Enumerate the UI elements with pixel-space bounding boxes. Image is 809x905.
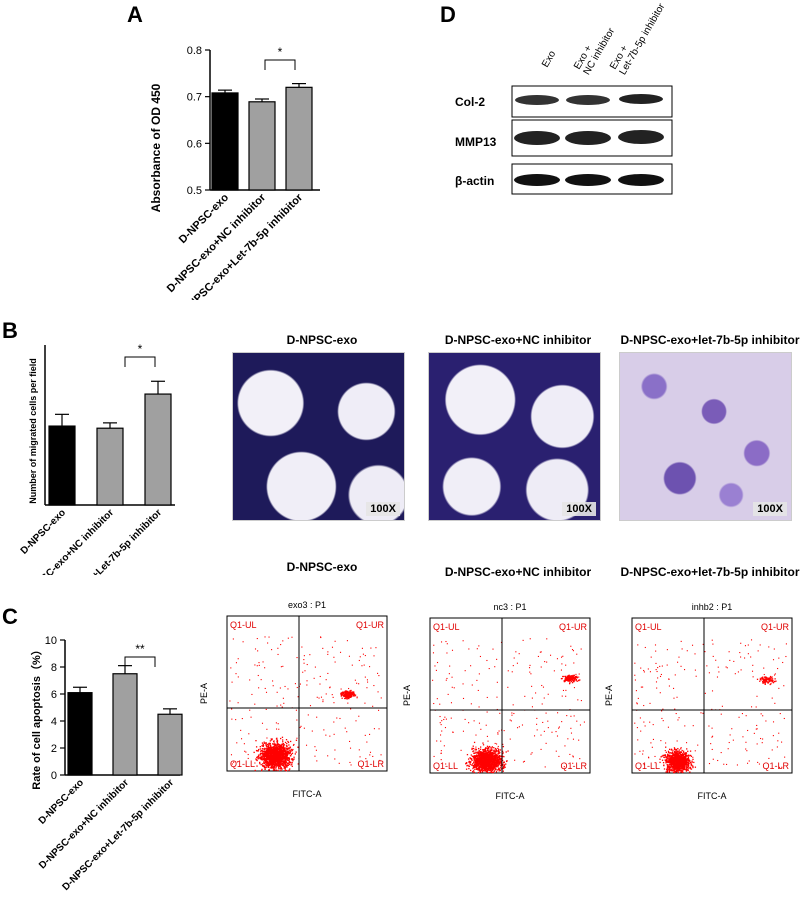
chart-b-sig-bracket <box>124 356 156 367</box>
flow-quadrant-1-1: Q1-UL <box>230 620 257 630</box>
chart-b-category-1: D-NPSC-exo <box>19 507 68 556</box>
chart-a: Absorbance of OD 450 0.5 0.6 0.7 0.8 D-NPSC… <box>149 45 320 300</box>
wb-label-col2: Col-2 <box>455 95 485 109</box>
panel-letter-d: D <box>440 2 456 27</box>
chart-c-ytick-label-1: 0 <box>51 770 57 782</box>
fc-title-2: D-NPSC-exo+NC inhibitor <box>444 565 592 579</box>
micro-title-3: D-NPSC-exo+let-7b-5p inhibitor <box>620 333 800 347</box>
flow-plot-3: inhb2 : P1 Q1-UL Q1-UR Q1-LL Q1-LR FITC-A PE-A <box>604 602 793 801</box>
flow-quadrant-3-3: Q1-LL <box>635 761 660 771</box>
fc-title-3: D-NPSC-exo+let-7b-5p inhibitor <box>620 565 800 579</box>
wb-lane-3: Exo + Let-7b-5p inhibitor <box>608 0 668 77</box>
micro-mag-2: 100X <box>562 502 596 516</box>
chart-c-ylabel: Rate of cell apoptosis（%） <box>30 644 43 789</box>
chart-c-ytick-label-6: 10 <box>45 635 57 647</box>
chart-c-ytick-label-3: 4 <box>51 716 57 728</box>
flow-quadrant-2-4: Q1-LR <box>560 761 587 771</box>
wb-lane-1: Exo <box>540 49 558 70</box>
flow-sample-label-2: nc3 : P1 <box>493 602 526 612</box>
micro-image-2: 100X <box>428 352 601 521</box>
wb-lane-3-line2: Let-7b-5p inhibitor <box>618 1 668 77</box>
flow-sample-label-1: exo3 : P1 <box>288 600 326 610</box>
chart-c-sig: ** <box>135 642 145 656</box>
chart-c-ytick-label-4: 6 <box>51 689 57 701</box>
chart-b: Number of migrated cells per field D-NPS… <box>19 342 175 575</box>
chart-c-sig-bracket <box>124 656 156 667</box>
western-blot: Exo Exo + NC inhibitor Exo + Let-7b-5p i… <box>455 0 673 195</box>
chart-c-bar-3 <box>157 713 183 776</box>
micro-mag-3: 100X <box>753 502 787 516</box>
flow-ylabel-1: PE-A <box>199 683 209 704</box>
flow-quadrant-2-3: Q1-LL <box>433 761 458 771</box>
flow-ylabel-2: PE-A <box>402 685 412 706</box>
chart-a-ytick-label-3: 0.7 <box>187 92 202 104</box>
flow-frame-3 <box>631 617 793 774</box>
chart-a-bar-2 <box>248 101 276 191</box>
flow-events-2 <box>432 638 585 774</box>
flow-sample-label-3: inhb2 : P1 <box>692 602 733 612</box>
chart-a-ytick-label-4: 0.8 <box>187 45 202 57</box>
chart-b-ylabel: Number of migrated cells per field <box>28 358 38 504</box>
flow-quadrant-3-1: Q1-UL <box>635 622 662 632</box>
chart-c-bar-1 <box>67 692 93 776</box>
flow-ylabel-3: PE-A <box>604 685 614 706</box>
chart-a-bar-1 <box>211 92 239 191</box>
flow-quadrant-3-4: Q1-LR <box>762 761 789 771</box>
chart-c-bar-2 <box>112 673 138 776</box>
micro-image-3: 100X <box>619 352 792 521</box>
flow-quadrant-3-2: Q1-UR <box>761 622 790 632</box>
chart-a-ytick-label-1: 0.5 <box>187 185 202 197</box>
flow-xlabel-3: FITC-A <box>698 791 727 801</box>
flow-frame-2 <box>429 617 591 774</box>
chart-c: Rate of cell apoptosis（%） 0 2 4 6 8 10 D-NPSC… <box>30 635 183 893</box>
micro-title-2: D-NPSC-exo+NC inhibitor <box>444 333 592 347</box>
wb-label-bactin: β-actin <box>455 174 494 188</box>
chart-c-ytick-label-5: 8 <box>51 662 57 674</box>
panel-letter-a: A <box>127 2 143 27</box>
chart-a-sig: * <box>278 45 283 59</box>
flow-plot-2: nc3 : P1 Q1-UL Q1-UR Q1-LL Q1-LR FITC-A PE-A <box>402 602 591 801</box>
flow-quadrant-1-3: Q1-LL <box>230 759 255 769</box>
chart-a-category-3: D-NPSC-exo+Let-7b-5p inhibitor <box>178 191 306 300</box>
chart-b-bar-2 <box>96 427 124 506</box>
flow-plot-1: exo3 : P1 Q1-UL Q1-UR Q1-LL Q1-LR FITC-A PE-A <box>199 600 388 799</box>
chart-c-category-2: D-NPSC-exo+NC inhibitor <box>37 777 131 871</box>
micro-image-1: 100X <box>232 352 405 521</box>
chart-c-category-1: D-NPSC-exo <box>37 777 86 826</box>
flow-xlabel-1: FITC-A <box>293 789 322 799</box>
flow-quadrant-2-1: Q1-UL <box>433 622 460 632</box>
chart-a-ylabel: Absorbance of OD 450 <box>149 83 163 212</box>
chart-b-bar-1 <box>48 425 76 506</box>
wb-label-mmp13: MMP13 <box>455 135 497 149</box>
flow-quadrant-2-2: Q1-UR <box>559 622 588 632</box>
chart-b-sig: * <box>138 342 143 356</box>
micro-title-1: D-NPSC-exo <box>286 333 358 347</box>
flow-xlabel-2: FITC-A <box>496 791 525 801</box>
panel-letter-b: B <box>2 318 18 343</box>
micro-mag-1: 100X <box>366 502 400 516</box>
chart-c-ytick-label-2: 2 <box>51 743 57 755</box>
chart-b-bar-3 <box>144 393 172 506</box>
chart-a-ytick-label-2: 0.6 <box>187 138 202 150</box>
flow-frame-1 <box>226 615 388 772</box>
flow-events-3 <box>634 639 787 774</box>
flow-events-1 <box>229 636 382 772</box>
flow-quadrant-1-4: Q1-LR <box>357 759 384 769</box>
panel-letter-c: C <box>2 604 18 629</box>
flow-quadrant-1-2: Q1-UR <box>356 620 385 630</box>
chart-a-sig-bracket <box>264 59 296 70</box>
chart-a-bar-3 <box>285 86 313 191</box>
fc-title-1: D-NPSC-exo <box>286 560 358 574</box>
